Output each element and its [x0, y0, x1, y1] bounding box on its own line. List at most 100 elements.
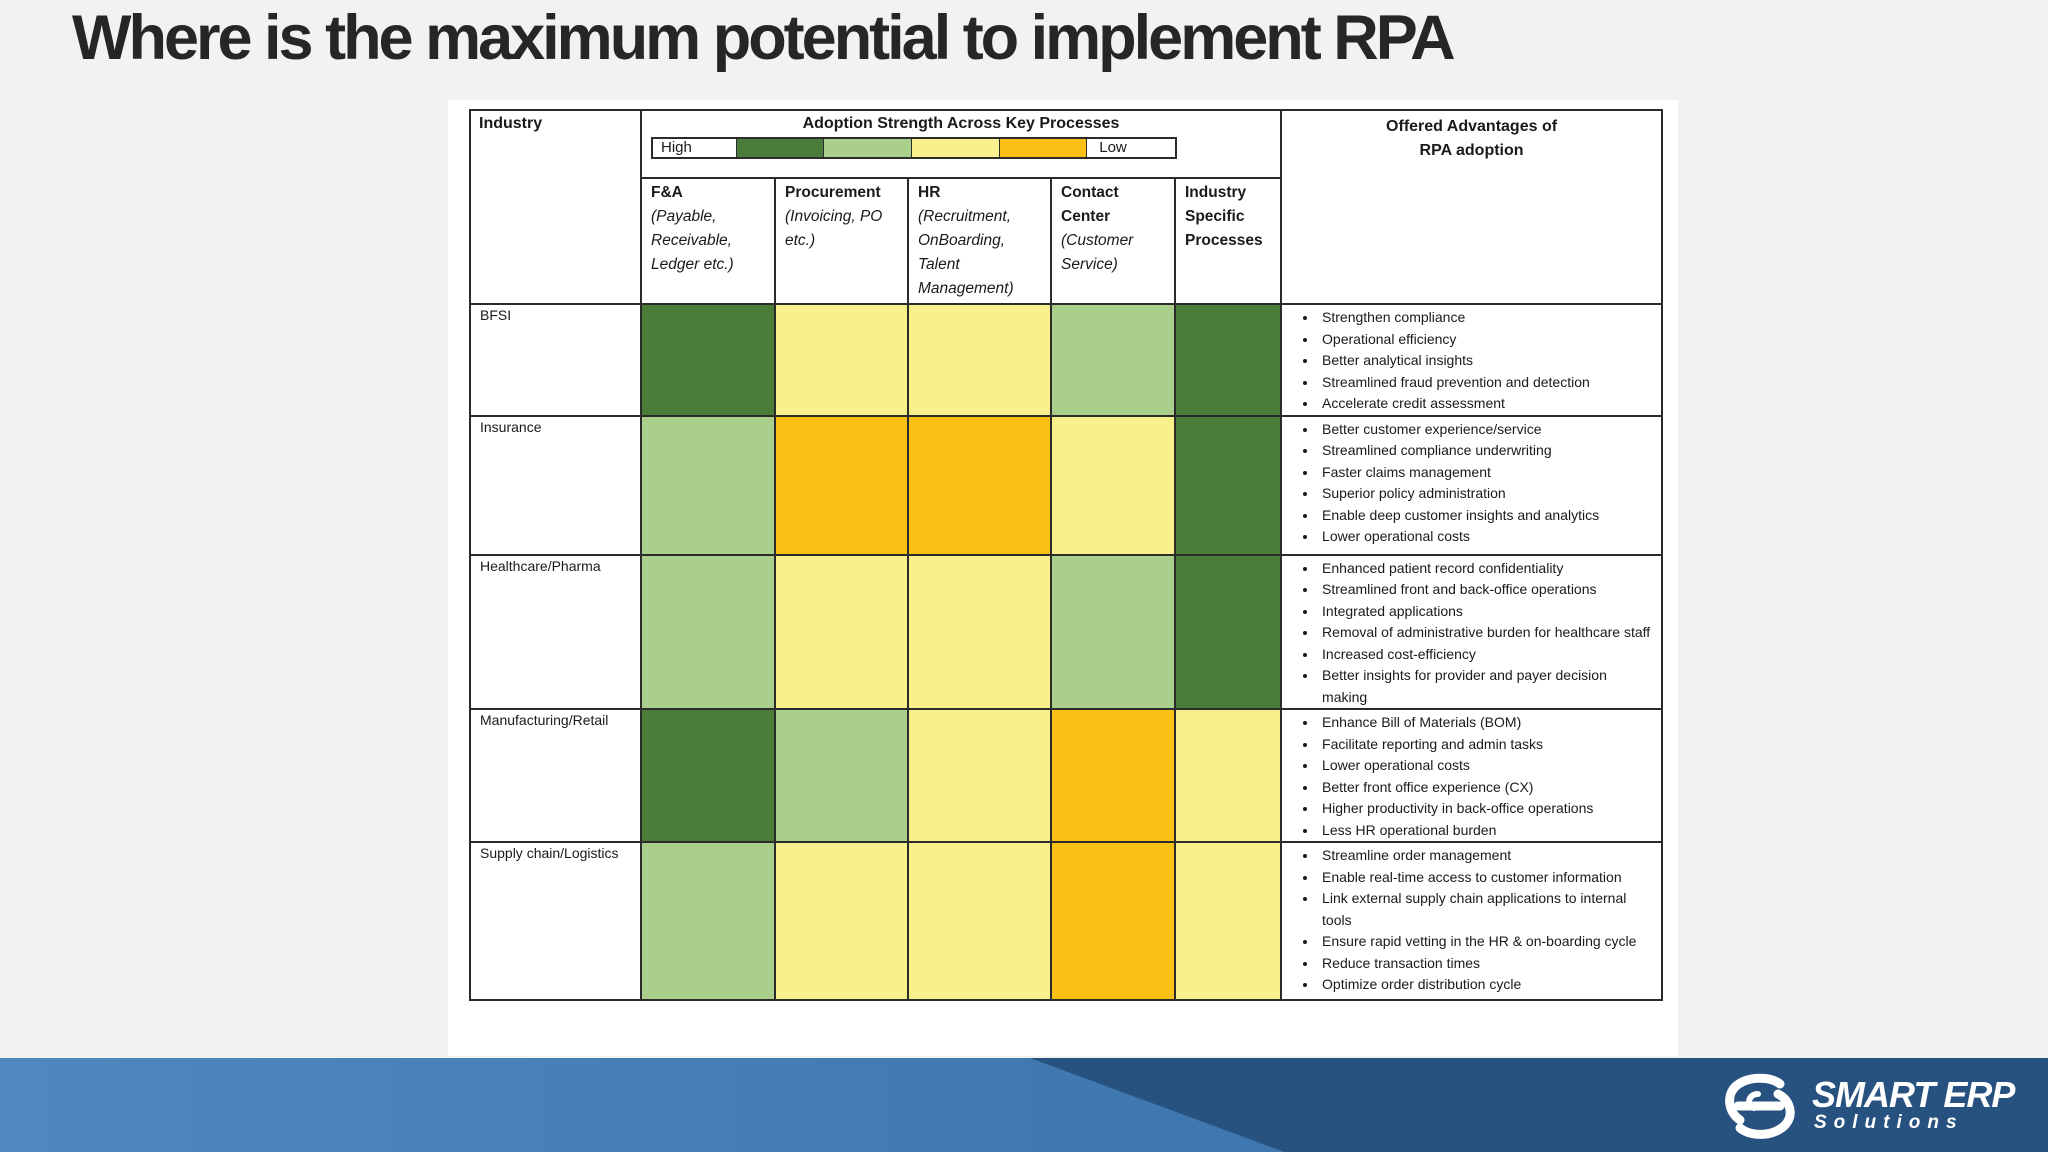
industry-row: Insurance Better customer experience/serv… [469, 414, 1664, 556]
smart-erp-logo: SMART ERP Solutions [1718, 1070, 2015, 1142]
advantages-header: Offered Advantages of RPA adoption [1280, 109, 1664, 305]
rpa-adoption-table-image: Industry Adoption Strength Across Key Pr… [448, 100, 1678, 1056]
adoption-legend: High Low [651, 137, 1177, 159]
adoption-cell [640, 414, 776, 556]
adoption-cell [907, 841, 1052, 1001]
advantages-cell: Enhance Bill of Materials (BOM)Facilitat… [1280, 708, 1664, 843]
advantage-item: Strengthen compliance [1318, 307, 1651, 329]
adoption-cell [1173, 841, 1283, 1001]
rpa-adoption-table: Industry Adoption Strength Across Key Pr… [469, 109, 1664, 1001]
advantage-item: Streamlined compliance underwriting [1318, 440, 1651, 462]
adoption-cell [774, 708, 909, 843]
industry-row: Healthcare/Pharma Enhanced patient record… [469, 553, 1664, 710]
logo-text-primary: SMART ERP [1812, 1074, 2015, 1115]
industry-label: Supply chain/Logistics [469, 841, 642, 1001]
column-header: Procurement (Invoicing, PO etc.) [774, 177, 909, 305]
industry-label: Manufacturing/Retail [469, 708, 642, 843]
legend-swatch-medium-high [823, 139, 912, 157]
adoption-cell [907, 708, 1052, 843]
adoption-cell [1050, 414, 1176, 556]
advantage-item: Better customer experience/service [1318, 419, 1651, 441]
advantage-item: Streamline order management [1318, 845, 1651, 867]
advantages-list: Enhanced patient record confidentialityS… [1296, 558, 1651, 709]
column-header: Contact Center (Customer Service) [1050, 177, 1176, 305]
column-title: Procurement [785, 184, 881, 201]
logo-text-secondary: Solutions [1814, 1112, 1964, 1133]
adoption-cell [1050, 553, 1176, 710]
legend-swatch-high [735, 139, 824, 157]
advantages-header-line2: RPA adoption [1419, 142, 1524, 159]
industry-label: Healthcare/Pharma [469, 553, 642, 710]
adoption-cell [640, 553, 776, 710]
advantages-list: Better customer experience/serviceStream… [1296, 419, 1651, 548]
advantage-item: Superior policy administration [1318, 483, 1651, 505]
advantage-item: Streamlined front and back-office operat… [1318, 579, 1651, 601]
industry-row: Supply chain/Logistics Streamline order m… [469, 841, 1664, 1001]
adoption-cell [1173, 708, 1283, 843]
advantage-item: Reduce transaction times [1318, 953, 1651, 975]
adoption-cell [907, 553, 1052, 710]
adoption-cell [1173, 553, 1283, 710]
adoption-cell [1173, 303, 1283, 417]
adoption-cell [774, 841, 909, 1001]
industry-label: Insurance [469, 414, 642, 556]
advantage-item: Enhanced patient record confidentiality [1318, 558, 1651, 580]
adoption-cell [774, 303, 909, 417]
column-subtitle: (Invoicing, PO etc.) [785, 208, 883, 249]
legend-high-label: High [661, 139, 692, 156]
advantage-item: Enhance Bill of Materials (BOM) [1318, 712, 1651, 734]
industry-label: BFSI [469, 303, 642, 417]
column-title: Industry Specific Processes [1185, 184, 1263, 249]
column-header: HR (Recruitment, OnBoarding, Talent Manag… [907, 177, 1052, 305]
advantage-item: Increased cost-efficiency [1318, 644, 1651, 666]
column-title: HR [918, 184, 941, 201]
adoption-cell [1050, 303, 1176, 417]
advantage-item: Removal of administrative burden for hea… [1318, 622, 1651, 644]
adoption-header-cell: Adoption Strength Across Key Processes H… [639, 109, 1283, 179]
advantage-item: Enable deep customer insights and analyt… [1318, 505, 1651, 527]
advantages-list: Strengthen complianceOperational efficie… [1296, 307, 1651, 415]
column-subtitle: (Payable, Receivable, Ledger etc.) [651, 208, 734, 273]
advantage-item: Faster claims management [1318, 462, 1651, 484]
column-title: Contact Center [1061, 184, 1119, 225]
advantage-item: Lower operational costs [1318, 526, 1651, 548]
column-subtitle: (Recruitment, OnBoarding, Talent Managem… [918, 208, 1014, 297]
adoption-cell [640, 841, 776, 1001]
adoption-cell [774, 553, 909, 710]
advantage-item: Operational efficiency [1318, 329, 1651, 351]
advantage-item: Lower operational costs [1318, 755, 1651, 777]
column-header: F&A (Payable, Receivable, Ledger etc.) [640, 177, 776, 305]
advantage-item: Accelerate credit assessment [1318, 393, 1651, 415]
advantage-item: Better front office experience (CX) [1318, 777, 1651, 799]
advantage-item: Better analytical insights [1318, 350, 1651, 372]
adoption-cell [907, 303, 1052, 417]
advantage-item: Integrated applications [1318, 601, 1651, 623]
adoption-header: Adoption Strength Across Key Processes [802, 115, 1120, 132]
advantages-cell: Better customer experience/serviceStream… [1280, 414, 1664, 556]
advantages-cell: Streamline order managementEnable real-t… [1280, 841, 1664, 1001]
advantages-cell: Enhanced patient record confidentialityS… [1280, 553, 1664, 710]
adoption-cell [774, 414, 909, 556]
legend-low-label: Low [1086, 139, 1175, 157]
advantage-item: Enable real-time access to customer info… [1318, 867, 1651, 889]
adoption-cell [1050, 841, 1176, 1001]
smart-erp-swirl-icon [1725, 1073, 1795, 1139]
industry-row: Manufacturing/Retail Enhance Bill of Mate… [469, 708, 1664, 843]
adoption-cell [640, 708, 776, 843]
advantage-item: Facilitate reporting and admin tasks [1318, 734, 1651, 756]
adoption-cell [1050, 708, 1176, 843]
advantage-item: Better insights for provider and payer d… [1318, 665, 1651, 708]
slide-title: Where is the maximum potential to implem… [72, 3, 1456, 73]
adoption-cell [640, 303, 776, 417]
column-header-row: F&A (Payable, Receivable, Ledger etc.) Pro… [470, 177, 1662, 305]
header-row-top: Industry Adoption Strength Across Key Pr… [469, 109, 1664, 305]
adoption-cell [1173, 414, 1283, 556]
advantage-item: Streamlined fraud prevention and detecti… [1318, 372, 1651, 394]
advantages-cell: Strengthen complianceOperational efficie… [1280, 303, 1664, 417]
adoption-cell [907, 414, 1052, 556]
column-header: Industry Specific Processes [1173, 177, 1283, 305]
advantage-item: Ensure rapid vetting in the HR & on-boar… [1318, 931, 1651, 953]
industry-row: BFSI Strengthen complianceOperational eff… [469, 303, 1664, 417]
advantage-item: Less HR operational burden [1318, 820, 1651, 842]
advantage-item: Higher productivity in back-office opera… [1318, 798, 1651, 820]
